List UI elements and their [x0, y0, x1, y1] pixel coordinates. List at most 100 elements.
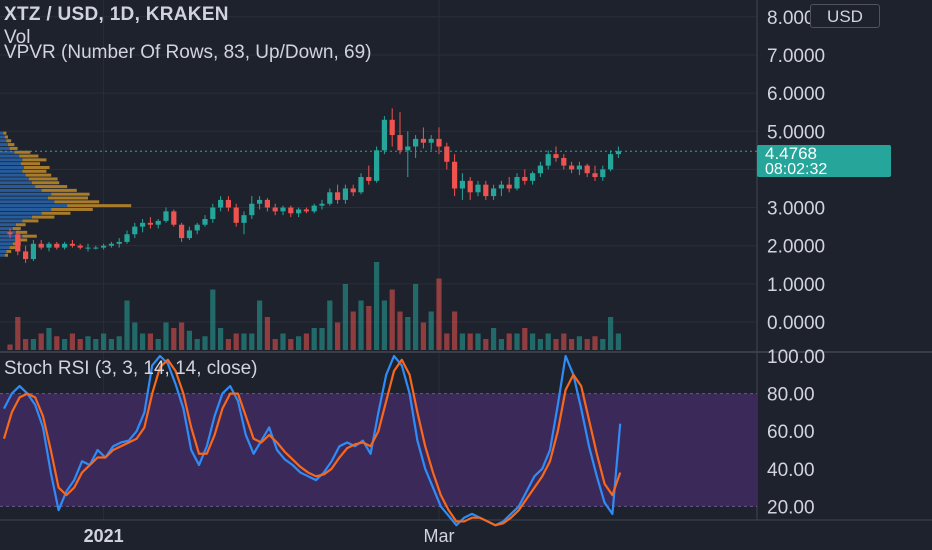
candle-body — [62, 243, 68, 248]
volume-bar — [327, 300, 333, 350]
vpvr-down-bar — [9, 146, 18, 150]
volume-bar — [218, 328, 224, 350]
volume-bar — [101, 333, 107, 350]
volume-bar — [553, 339, 559, 350]
vpvr-down-bar — [22, 219, 39, 223]
candle-body — [537, 165, 543, 174]
vpvr-down-bar — [22, 158, 47, 162]
vpvr-up-bar — [0, 227, 13, 231]
bar-countdown: 08:02:32 — [765, 161, 828, 178]
volume-bars — [7, 262, 621, 350]
volume-bar — [186, 330, 192, 350]
stoch-tick-label: 60.00 — [767, 422, 815, 443]
candle-body — [132, 226, 138, 235]
candle-body — [615, 151, 621, 155]
candle-body — [280, 207, 286, 212]
vpvr-up-bar — [0, 207, 52, 211]
vpvr-up-bar — [0, 139, 7, 143]
volume-bar — [124, 300, 130, 350]
currency-selector[interactable]: USD — [810, 4, 880, 28]
candle-body — [436, 138, 442, 147]
candle-body — [296, 209, 302, 214]
candle-body — [15, 234, 21, 252]
candle-body — [561, 157, 567, 166]
vpvr-up-bar — [0, 181, 32, 185]
vpvr-up-bar — [0, 143, 8, 147]
candle-body — [397, 135, 403, 151]
vpvr-down-bar — [54, 200, 100, 204]
volume-bar — [303, 333, 309, 350]
candle-body — [584, 165, 590, 174]
vpvr-up-bar — [0, 165, 24, 169]
volume-bar — [522, 328, 528, 350]
candle-body — [358, 177, 364, 193]
volume-bar — [140, 333, 146, 350]
vpvr-up-bar — [0, 135, 5, 139]
vpvr-down-bar — [19, 154, 39, 158]
candle-body — [413, 138, 419, 147]
candle-body — [319, 203, 325, 206]
volume-bar — [249, 333, 255, 350]
vpvr-down-bar — [16, 230, 28, 234]
vpvr-down-bar — [41, 211, 71, 215]
candle-body — [405, 146, 411, 151]
vpvr-down-bar — [14, 150, 31, 154]
candle-body — [420, 138, 426, 143]
candle-body — [506, 184, 512, 189]
volume-bar — [202, 336, 208, 350]
candle-body — [311, 205, 317, 212]
volume-bar — [475, 333, 481, 350]
volume-bar — [452, 311, 458, 350]
vpvr-up-bar — [0, 238, 16, 242]
time-tick-label: Mar — [424, 526, 455, 546]
vpvr-down-bar — [22, 169, 47, 173]
volume-bar — [132, 322, 138, 350]
volume-bar — [108, 339, 114, 350]
vpvr-up-bar — [0, 177, 29, 181]
candle-body — [147, 222, 153, 225]
volume-bar — [335, 322, 341, 350]
vpvr-up-bar — [0, 131, 4, 135]
vpvr-down-bar — [25, 173, 52, 177]
volume-bar — [381, 300, 387, 350]
volume-bar — [389, 289, 395, 350]
candle-body — [444, 146, 450, 162]
candle-body — [428, 138, 434, 143]
volume-bar — [23, 339, 29, 350]
candle-body — [592, 173, 598, 178]
candle-body — [101, 245, 107, 248]
candle-body — [194, 224, 200, 231]
volume-bar — [491, 328, 497, 350]
volume-label: Vol — [4, 27, 31, 48]
vpvr-up-bar — [0, 154, 20, 158]
volume-bar — [15, 317, 21, 350]
volume-bar — [405, 317, 411, 350]
candle-body — [608, 154, 614, 170]
vpvr-down-bar — [41, 188, 77, 192]
price-tick-label: 3.0000 — [767, 199, 825, 220]
vpvr-up-bar — [0, 249, 7, 253]
vpvr-down-bar — [28, 177, 58, 181]
volume-bar — [241, 333, 247, 350]
candle-body — [171, 211, 177, 225]
volume-bar — [288, 339, 294, 350]
candle-body — [335, 192, 341, 200]
volume-bar — [561, 333, 567, 350]
volume-bar — [483, 339, 489, 350]
time-axis[interactable]: 2021 Mar — [84, 526, 455, 546]
vpvr-up-bar — [0, 242, 13, 246]
vpvr-label: VPVR (Number Of Rows, 83, Up/Down, 69) — [4, 42, 372, 63]
stoch-tick-label: 80.00 — [767, 385, 815, 406]
volume-bar — [93, 339, 99, 350]
vpvr-down-bar — [16, 223, 26, 227]
vpvr-up-bar — [0, 158, 23, 162]
candle-body — [576, 165, 582, 170]
volume-bar — [498, 339, 504, 350]
candle-body — [459, 180, 465, 189]
candle-body — [93, 247, 99, 249]
vpvr-down-bar — [48, 196, 88, 200]
price-tick-label: 2.0000 — [767, 237, 825, 258]
volume-bar — [38, 333, 44, 350]
last-price-value: 4.4768 — [765, 144, 817, 163]
